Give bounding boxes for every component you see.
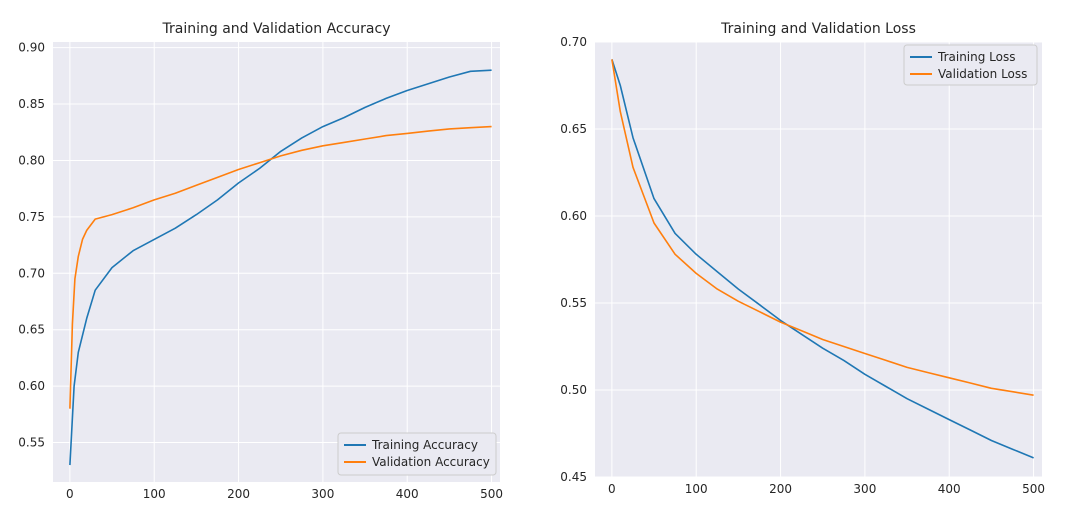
- plot-area: [595, 42, 1042, 477]
- x-tick-label: 500: [1022, 482, 1045, 496]
- y-tick-label: 0.80: [18, 153, 45, 167]
- y-tick-label: 0.65: [18, 323, 45, 337]
- chart-title: Training and Validation Accuracy: [162, 21, 391, 37]
- legend-label: Training Loss: [937, 50, 1015, 64]
- series-line-validation-loss: [611, 59, 1034, 396]
- y-tick-label: 0.60: [560, 209, 587, 223]
- y-tick-label: 0.75: [18, 210, 45, 224]
- y-tick-label: 0.55: [18, 436, 45, 450]
- legend-label: Validation Accuracy: [372, 455, 490, 469]
- legend: Training Accuracy Validation Accuracy: [337, 432, 497, 476]
- x-tick-label: 100: [143, 487, 166, 501]
- x-tick-label: 200: [227, 487, 250, 501]
- x-tick-label: 100: [685, 482, 708, 496]
- legend-label: Validation Loss: [938, 67, 1027, 81]
- y-tick-label: 0.60: [18, 379, 45, 393]
- x-tick-label: 400: [938, 482, 961, 496]
- chart-2: 0 100 200 300 400 500 0.45 0.50 0.55 0.60 0.65 0.70…: [560, 21, 1045, 496]
- y-tick-label: 0.45: [560, 470, 587, 484]
- y-tick-label: 0.90: [18, 41, 45, 55]
- legend-label: Training Accuracy: [371, 438, 478, 452]
- chart-title: Training and Validation Loss: [720, 21, 916, 37]
- legend: Training Loss Validation Loss: [903, 44, 1038, 86]
- y-tick-label: 0.65: [560, 122, 587, 136]
- x-tick-label: 500: [480, 487, 503, 501]
- chart-1: 0 100 200 300 400 500 0.55 0.60 0.65 0.70 0.75 0.80…: [18, 21, 503, 501]
- legend-box: [337, 432, 497, 476]
- y-tick-label: 0.55: [560, 296, 587, 310]
- x-tick-label: 300: [311, 487, 334, 501]
- x-tick-label: 400: [396, 487, 419, 501]
- y-tick-label: 0.70: [18, 266, 45, 280]
- series-line-training-loss: [611, 59, 1034, 459]
- plot-area: [53, 42, 500, 482]
- series-line-validation-accuracy: [69, 125, 492, 409]
- y-tick-label: 0.85: [18, 97, 45, 111]
- series-line-training-accuracy: [69, 69, 492, 466]
- legend-box: [903, 44, 1038, 86]
- y-tick-label: 0.50: [560, 383, 587, 397]
- y-tick-label: 0.70: [560, 35, 587, 49]
- x-tick-label: 300: [853, 482, 876, 496]
- x-tick-label: 0: [608, 482, 616, 496]
- x-tick-label: 0: [66, 487, 74, 501]
- x-tick-label: 200: [769, 482, 792, 496]
